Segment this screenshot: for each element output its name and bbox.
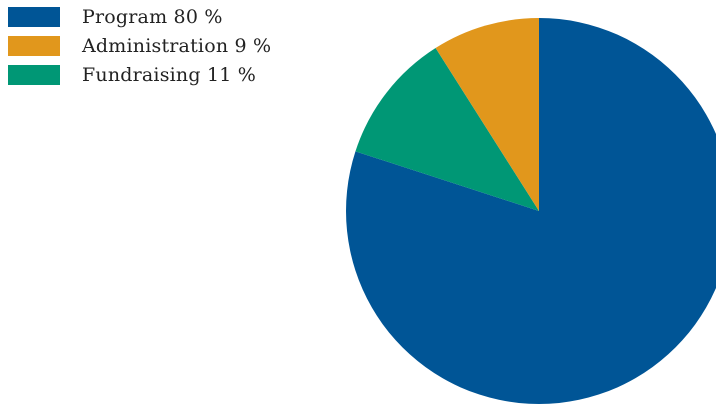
legend-item-administration: Administration 9 % — [8, 31, 271, 60]
legend-swatch-administration — [8, 35, 60, 56]
legend-item-program: Program 80 % — [8, 2, 271, 31]
pie-slice-administration — [435, 18, 539, 211]
chart-legend: Program 80 % Administration 9 % Fundrais… — [8, 2, 271, 89]
legend-label-fundraising: Fundraising 11 % — [82, 63, 257, 86]
legend-item-fundraising: Fundraising 11 % — [8, 60, 271, 89]
legend-swatch-program — [8, 6, 60, 27]
pie-slice-program — [346, 18, 716, 404]
legend-label-program: Program 80 % — [82, 5, 223, 28]
legend-swatch-fundraising — [8, 64, 60, 85]
legend-label-administration: Administration 9 % — [82, 34, 272, 57]
pie-slice-fundraising — [355, 48, 539, 211]
